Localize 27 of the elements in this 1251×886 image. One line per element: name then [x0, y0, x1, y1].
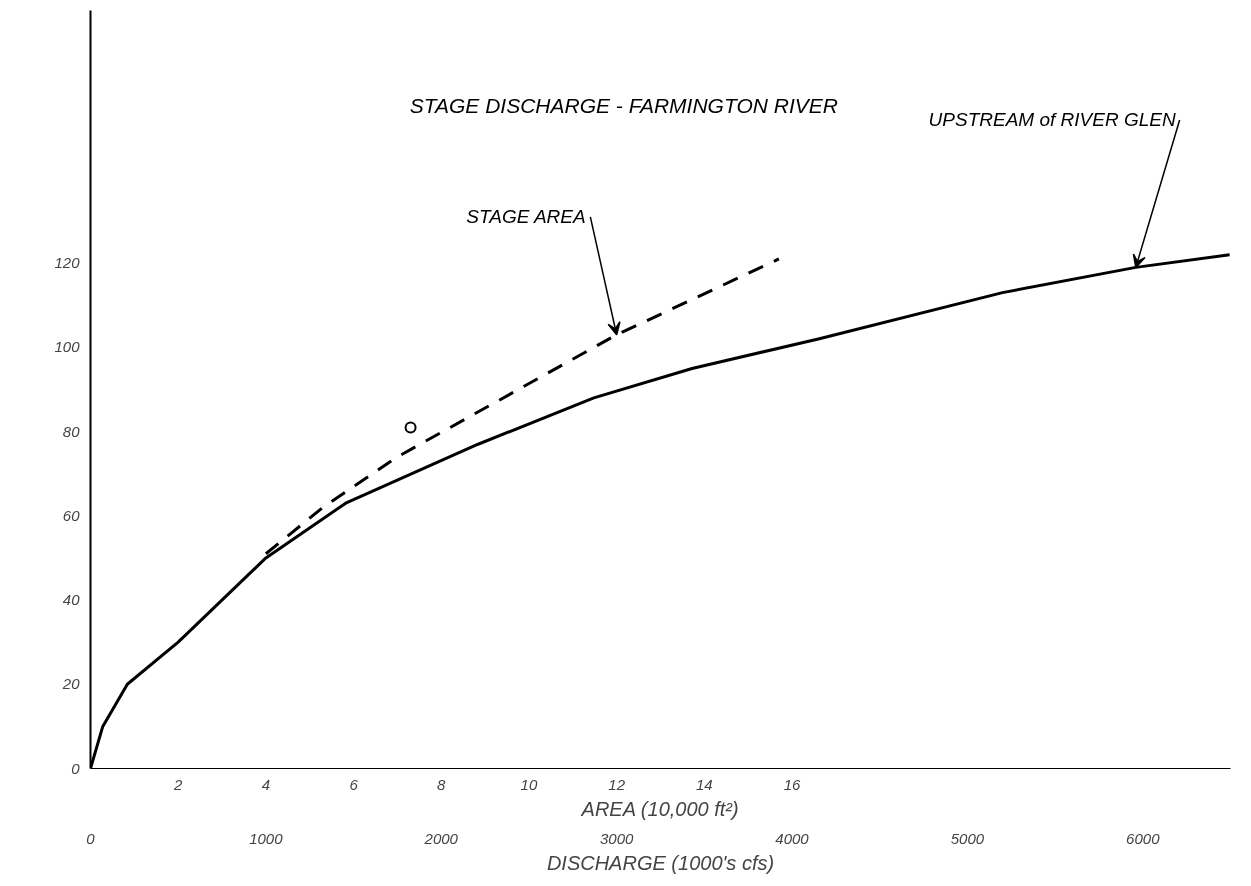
- y-tick-label: 20: [61, 675, 81, 693]
- x-tick-label: 4000: [775, 829, 810, 847]
- y-tick-label: 60: [62, 506, 81, 524]
- y-tick-label: 40: [62, 591, 81, 609]
- x-tick-label: 3000: [599, 829, 634, 847]
- x2-tick-label: 8: [437, 775, 447, 793]
- x2-tick-label: 6: [349, 775, 359, 793]
- x-tick-label: 0: [86, 829, 96, 847]
- x2-axis-title: AREA (10,000 ft²): [580, 797, 739, 820]
- x-tick-label: 6000: [1126, 829, 1161, 847]
- x-tick-label: 5000: [950, 829, 985, 847]
- x2-tick-label: 14: [696, 775, 713, 793]
- x-axis-title: DISCHARGE (1000's cfs): [546, 851, 775, 874]
- annotation: STAGE AREA: [466, 206, 586, 228]
- x2-tick-label: 2: [173, 775, 184, 793]
- x2-tick-label: 10: [520, 775, 538, 793]
- x2-tick-label: 12: [608, 775, 626, 793]
- x2-tick-label: 4: [261, 775, 271, 793]
- x2-tick-label: 16: [783, 775, 802, 793]
- y-tick-label: 80: [62, 422, 81, 440]
- text: STAGE DISCHARGE - FARMINGTON RIVER: [409, 93, 838, 117]
- y-tick-label: 120: [54, 254, 81, 272]
- y-tick-label: 100: [54, 338, 81, 356]
- y-tick-label: 0: [71, 759, 81, 777]
- x-tick-label: 2000: [423, 829, 459, 847]
- annotation: UPSTREAM of RIVER GLEN: [928, 109, 1176, 131]
- x-tick-label: 1000: [249, 829, 284, 847]
